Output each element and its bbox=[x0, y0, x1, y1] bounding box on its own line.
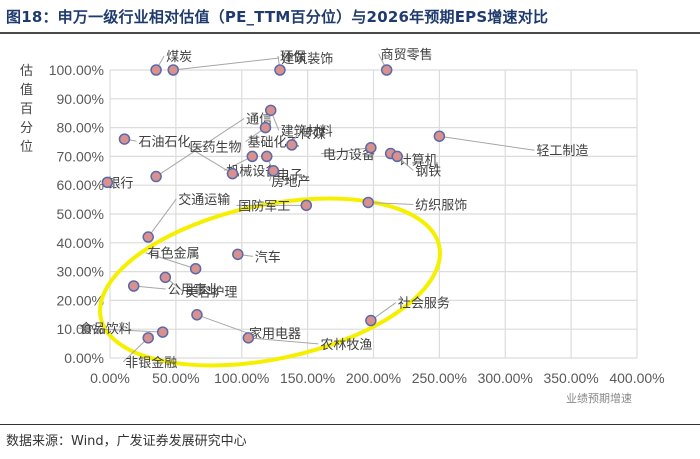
leader-line bbox=[196, 314, 248, 334]
y-tick-label: 0.00% bbox=[64, 350, 104, 366]
data-point bbox=[267, 165, 280, 177]
source-divider bbox=[0, 424, 700, 425]
point-label: 石油石化 bbox=[138, 135, 190, 150]
leader-line bbox=[155, 118, 245, 177]
point-label: 机械设备 bbox=[226, 163, 278, 179]
point-label: 环保 bbox=[280, 50, 306, 65]
data-point bbox=[189, 262, 202, 275]
highlight-ellipse bbox=[98, 196, 442, 368]
leader-line bbox=[122, 337, 149, 363]
leader-line bbox=[368, 201, 414, 205]
x-tick-label: 400.00% bbox=[609, 370, 664, 386]
point-label: 食品饮料 bbox=[80, 321, 132, 337]
point-label: 商贸零售 bbox=[381, 47, 433, 63]
x-axis-label: 业绩预期增速 bbox=[566, 391, 632, 405]
data-point bbox=[101, 176, 114, 189]
point-label: 电子 bbox=[277, 168, 303, 183]
point-label: 传媒 bbox=[300, 127, 326, 142]
point-label: 美容护理 bbox=[185, 284, 237, 300]
data-point bbox=[246, 150, 259, 163]
data-point bbox=[362, 196, 374, 209]
data-point bbox=[191, 309, 203, 321]
y-tick-label: 80.00% bbox=[57, 120, 104, 136]
data-point bbox=[433, 130, 446, 142]
data-point bbox=[274, 64, 286, 76]
point-label: 公用事业 bbox=[168, 283, 220, 298]
x-tick-label: 0.00% bbox=[90, 370, 130, 386]
point-label: 银行 bbox=[107, 176, 133, 191]
data-point bbox=[226, 167, 239, 180]
source-note: 数据来源：Wind，广发证券发展研究中心 bbox=[6, 434, 247, 449]
data-point bbox=[159, 271, 172, 284]
y-tick-label: 90.00% bbox=[57, 91, 104, 107]
data-point bbox=[167, 64, 179, 76]
point-label: 建筑材料 bbox=[281, 123, 333, 139]
data-point bbox=[118, 133, 131, 145]
point-label: 医药生物 bbox=[190, 141, 242, 156]
y-tick-label: 70.00% bbox=[57, 148, 104, 164]
y-tick-label: 30.00% bbox=[57, 264, 104, 280]
data-point bbox=[259, 121, 272, 134]
data-point bbox=[261, 150, 273, 163]
x-tick-label: 150.00% bbox=[280, 370, 335, 386]
leader-line bbox=[77, 327, 163, 333]
point-label: 轻工制造 bbox=[536, 144, 588, 159]
point-label: 农林牧渔 bbox=[320, 338, 372, 353]
leader-line bbox=[145, 252, 196, 270]
data-point bbox=[264, 104, 277, 117]
data-point bbox=[127, 280, 140, 292]
point-label: 计算机 bbox=[399, 154, 438, 169]
leader-line bbox=[187, 146, 233, 175]
leader-line bbox=[147, 198, 177, 238]
point-label: 非银金融 bbox=[125, 355, 177, 371]
data-point bbox=[232, 248, 244, 261]
point-label: 交通运输 bbox=[178, 192, 230, 208]
leader-line bbox=[320, 147, 371, 155]
y-tick-label: 100.00% bbox=[49, 62, 104, 78]
leader-line bbox=[439, 135, 535, 151]
data-point bbox=[380, 64, 393, 76]
point-label: 纺织服饰 bbox=[415, 198, 467, 213]
data-point bbox=[365, 142, 377, 154]
data-point bbox=[150, 170, 162, 183]
x-tick-label: 300.00% bbox=[478, 370, 533, 386]
figure-title: 图18：申万一级行业相对估值（PE_TTM百分位）与2026年预期EPS增速对比 bbox=[6, 8, 549, 26]
y-tick-label: 50.00% bbox=[57, 206, 104, 222]
x-tick-label: 200.00% bbox=[346, 370, 401, 386]
y-tick-label: 40.00% bbox=[57, 235, 104, 251]
y-axis-label: 估值百分位 bbox=[20, 64, 34, 155]
point-label: 建筑装饰 bbox=[281, 51, 333, 67]
data-point bbox=[142, 231, 154, 243]
y-tick-label: 20.00% bbox=[57, 292, 104, 308]
y-tick-label: 60.00% bbox=[57, 177, 104, 193]
point-label: 钢铁 bbox=[415, 164, 441, 179]
data-point bbox=[156, 326, 169, 338]
data-point bbox=[286, 139, 298, 151]
data-point bbox=[150, 64, 162, 76]
data-point bbox=[142, 332, 154, 344]
leader-line bbox=[173, 57, 280, 71]
point-label: 家用电器 bbox=[249, 326, 301, 342]
point-label: 汽车 bbox=[255, 249, 281, 265]
leader-line bbox=[248, 337, 319, 345]
title-divider bbox=[0, 32, 700, 34]
point-label: 电力设备 bbox=[323, 147, 375, 163]
data-point bbox=[391, 150, 403, 163]
point-label: 煤炭 bbox=[166, 50, 192, 65]
data-point bbox=[242, 332, 255, 344]
data-point bbox=[365, 314, 377, 327]
point-label: 国防军工 bbox=[238, 198, 290, 214]
x-tick-label: 250.00% bbox=[412, 370, 467, 386]
point-label: 房地产 bbox=[271, 174, 310, 190]
point-label: 社会服务 bbox=[398, 296, 450, 312]
data-point bbox=[300, 199, 313, 212]
x-tick-label: 350.00% bbox=[543, 370, 598, 386]
x-tick-label: 100.00% bbox=[214, 370, 269, 386]
y-tick-label: 10.00% bbox=[57, 321, 104, 337]
point-label: 有色金属 bbox=[148, 246, 200, 262]
x-tick-label: 50.00% bbox=[152, 370, 199, 386]
